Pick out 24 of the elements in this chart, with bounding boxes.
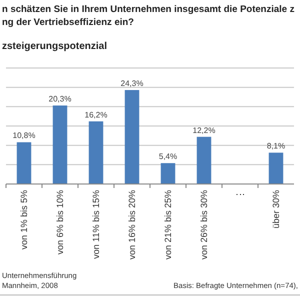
- x-tick-label: von 21% bis 25%: [163, 190, 173, 260]
- data-label: 24,3%: [120, 79, 144, 88]
- chart-title: n schätzen Sie in Ihrem Unternehmen insgesamt die Potenziale z ng der Vertriebseffizienz ein?: [2, 4, 295, 28]
- data-label: 20,3%: [48, 94, 72, 104]
- data-label: 10,8%: [12, 131, 36, 140]
- bar: [88, 121, 104, 184]
- x-tick-label: von 16% bis 20%: [127, 190, 137, 260]
- bar: [196, 136, 212, 184]
- bar: [268, 152, 284, 184]
- bar: [16, 142, 32, 184]
- data-label: 5,4%: [158, 152, 178, 162]
- data-label: 16,2%: [84, 110, 108, 120]
- chart-subtitle: zsteigerungspotenzial: [2, 41, 108, 52]
- x-tick-label: von 26% bis 30%: [199, 190, 209, 260]
- x-tick-label: von 1% bis 5%: [19, 190, 29, 250]
- data-label: 8,1%: [266, 142, 286, 151]
- x-tick-label: über 30%: [271, 190, 281, 229]
- bar: [52, 106, 68, 184]
- bar: [160, 163, 176, 184]
- x-tick-label: von 11% bis 15%: [91, 190, 101, 259]
- bar: [124, 90, 140, 184]
- x-tick-label: von 6% bis 10%: [55, 190, 65, 255]
- x-tick-label: ⋮: [235, 190, 245, 199]
- data-label: 12,2%: [192, 126, 216, 135]
